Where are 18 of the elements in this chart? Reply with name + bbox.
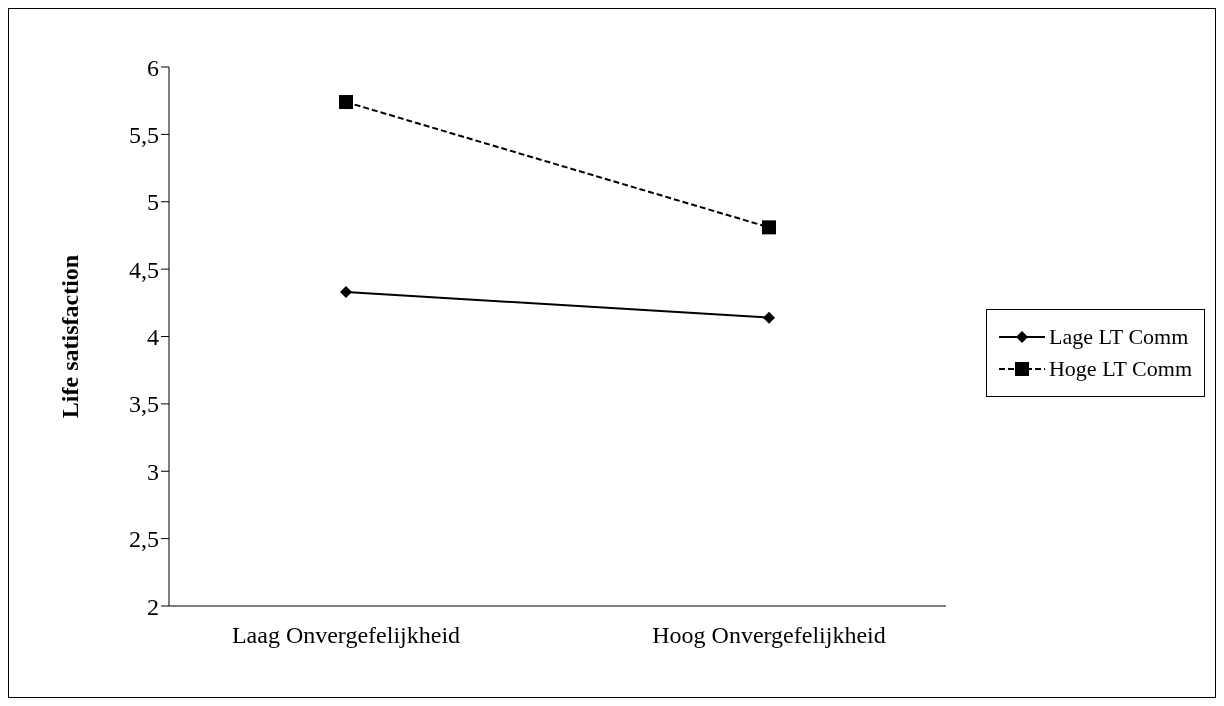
x-tick-label: Hoog Onvergefelijkheid — [652, 622, 886, 649]
y-tick-label: 6 — [147, 54, 159, 81]
y-tick-label: 3 — [147, 458, 159, 485]
y-tick-label: 5 — [147, 189, 159, 216]
legend-label: Lage LT Comm — [1048, 324, 1189, 350]
y-tick-label: 3,5 — [129, 391, 159, 418]
x-tick-label: Laag Onvergefelijkheid — [231, 622, 461, 649]
legend-label: Hoge LT Comm — [1048, 356, 1192, 382]
y-axis-title: Life satisfaction — [56, 254, 83, 419]
point — [762, 311, 775, 324]
y-tick-label: 2,5 — [129, 526, 159, 553]
y-tick-label: 2 — [147, 593, 159, 620]
y-tick-label: 4,5 — [129, 256, 159, 283]
y-tick-label: 5,5 — [129, 121, 159, 148]
point — [761, 220, 776, 235]
y-tick-label: 4 — [147, 324, 159, 351]
point — [339, 95, 353, 110]
point — [340, 286, 352, 299]
